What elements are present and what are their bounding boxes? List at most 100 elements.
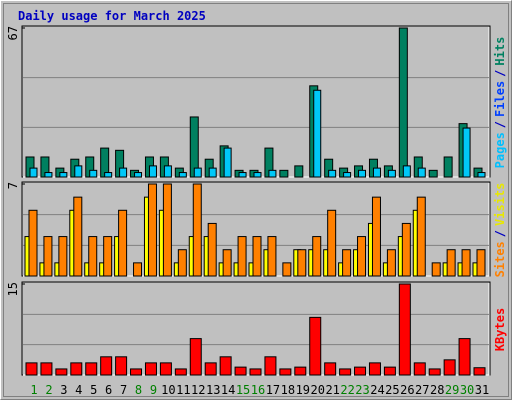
bar: [58, 236, 68, 277]
x-tick-label: 27: [415, 383, 429, 397]
bar: [25, 362, 38, 376]
y-tick-label: 67: [6, 26, 20, 40]
bar: [55, 368, 68, 376]
legend-entry: /: [493, 121, 507, 128]
bar: [416, 196, 426, 277]
bar: [358, 169, 367, 178]
bar: [342, 249, 352, 277]
bar: [219, 356, 232, 376]
bar: [476, 249, 486, 277]
bar: [398, 27, 408, 178]
x-tick-label: 10: [161, 383, 175, 397]
bar: [207, 222, 217, 277]
bar: [178, 172, 187, 178]
bar: [70, 362, 83, 376]
bar: [386, 249, 396, 277]
bar: [477, 172, 486, 178]
bar: [327, 209, 337, 277]
bar: [59, 172, 68, 178]
x-tick-label: 15: [236, 383, 250, 397]
bar: [268, 169, 277, 178]
legend-entry: Sites: [493, 241, 507, 277]
bar: [74, 165, 83, 178]
bar: [29, 167, 38, 178]
bar: [267, 236, 277, 277]
bar: [88, 236, 98, 277]
bar: [431, 262, 441, 277]
x-tick-label: 9: [150, 383, 157, 397]
x-tick-label: 17: [266, 383, 280, 397]
bar: [294, 366, 307, 376]
bar: [371, 196, 381, 277]
legend: Pages / Files / Hits: [493, 37, 507, 169]
bar: [357, 236, 367, 277]
legend-entry: Visits: [493, 183, 507, 226]
legend-entry: /: [493, 230, 507, 237]
x-tick-label: 29: [445, 383, 459, 397]
bar: [193, 167, 202, 178]
bar: [103, 236, 113, 277]
bar: [279, 368, 292, 376]
bar: [204, 362, 217, 376]
bar: [89, 169, 98, 178]
plots: 67Pages/Files/Hits7Sites/Visits15KBytes1…: [6, 25, 507, 397]
x-tick-label: 12: [191, 383, 205, 397]
x-tick-label: 2: [45, 383, 52, 397]
x-tick-label: 24: [370, 383, 384, 397]
x-tick-label: 5: [90, 383, 97, 397]
bar: [461, 249, 471, 277]
legend-entry: Hits: [493, 37, 507, 66]
x-tick-label: 11: [176, 383, 190, 397]
bar: [148, 165, 157, 178]
bar: [309, 316, 322, 376]
bar: [43, 236, 53, 277]
bar: [294, 165, 304, 178]
bar: [208, 167, 217, 178]
plot-area: [21, 281, 491, 376]
bar: [458, 338, 471, 376]
bar: [223, 147, 232, 178]
bar: [428, 368, 441, 376]
x-tick-label: 28: [430, 383, 444, 397]
bar: [428, 169, 438, 178]
x-tick-label: 23: [355, 383, 369, 397]
inner-frame: [3, 3, 509, 397]
x-tick-label: 14: [221, 383, 235, 397]
bar: [118, 209, 128, 277]
bar: [163, 165, 172, 178]
bar: [159, 362, 172, 376]
legend-entry: Pages: [493, 132, 507, 168]
bar: [446, 249, 456, 277]
bar: [324, 362, 337, 376]
bar: [473, 367, 486, 376]
legend-entry: KBytes: [493, 308, 507, 351]
bar: [192, 183, 202, 277]
bar: [368, 362, 381, 376]
bar: [238, 172, 247, 178]
chart-title: Daily usage for March 2025: [18, 9, 206, 23]
bar: [189, 338, 202, 376]
bar: [252, 236, 262, 277]
y-tick-label: 15: [6, 282, 20, 296]
bar: [115, 356, 128, 376]
bar: [339, 368, 352, 376]
bar: [119, 167, 128, 178]
bar: [133, 262, 143, 277]
x-tick-label: 6: [105, 383, 112, 397]
bar: [174, 368, 187, 376]
bar: [313, 89, 322, 178]
bar: [253, 172, 262, 178]
legend-entry: /: [493, 70, 507, 77]
bar: [398, 283, 411, 376]
bar: [40, 362, 53, 376]
y-tick-label: 7: [6, 182, 20, 189]
legend: Sites / Visits: [493, 183, 507, 278]
bar: [85, 362, 98, 376]
x-tick-label: 4: [75, 383, 82, 397]
bar: [147, 183, 157, 277]
bar: [401, 222, 411, 277]
bar: [297, 249, 307, 277]
bar: [144, 362, 157, 376]
